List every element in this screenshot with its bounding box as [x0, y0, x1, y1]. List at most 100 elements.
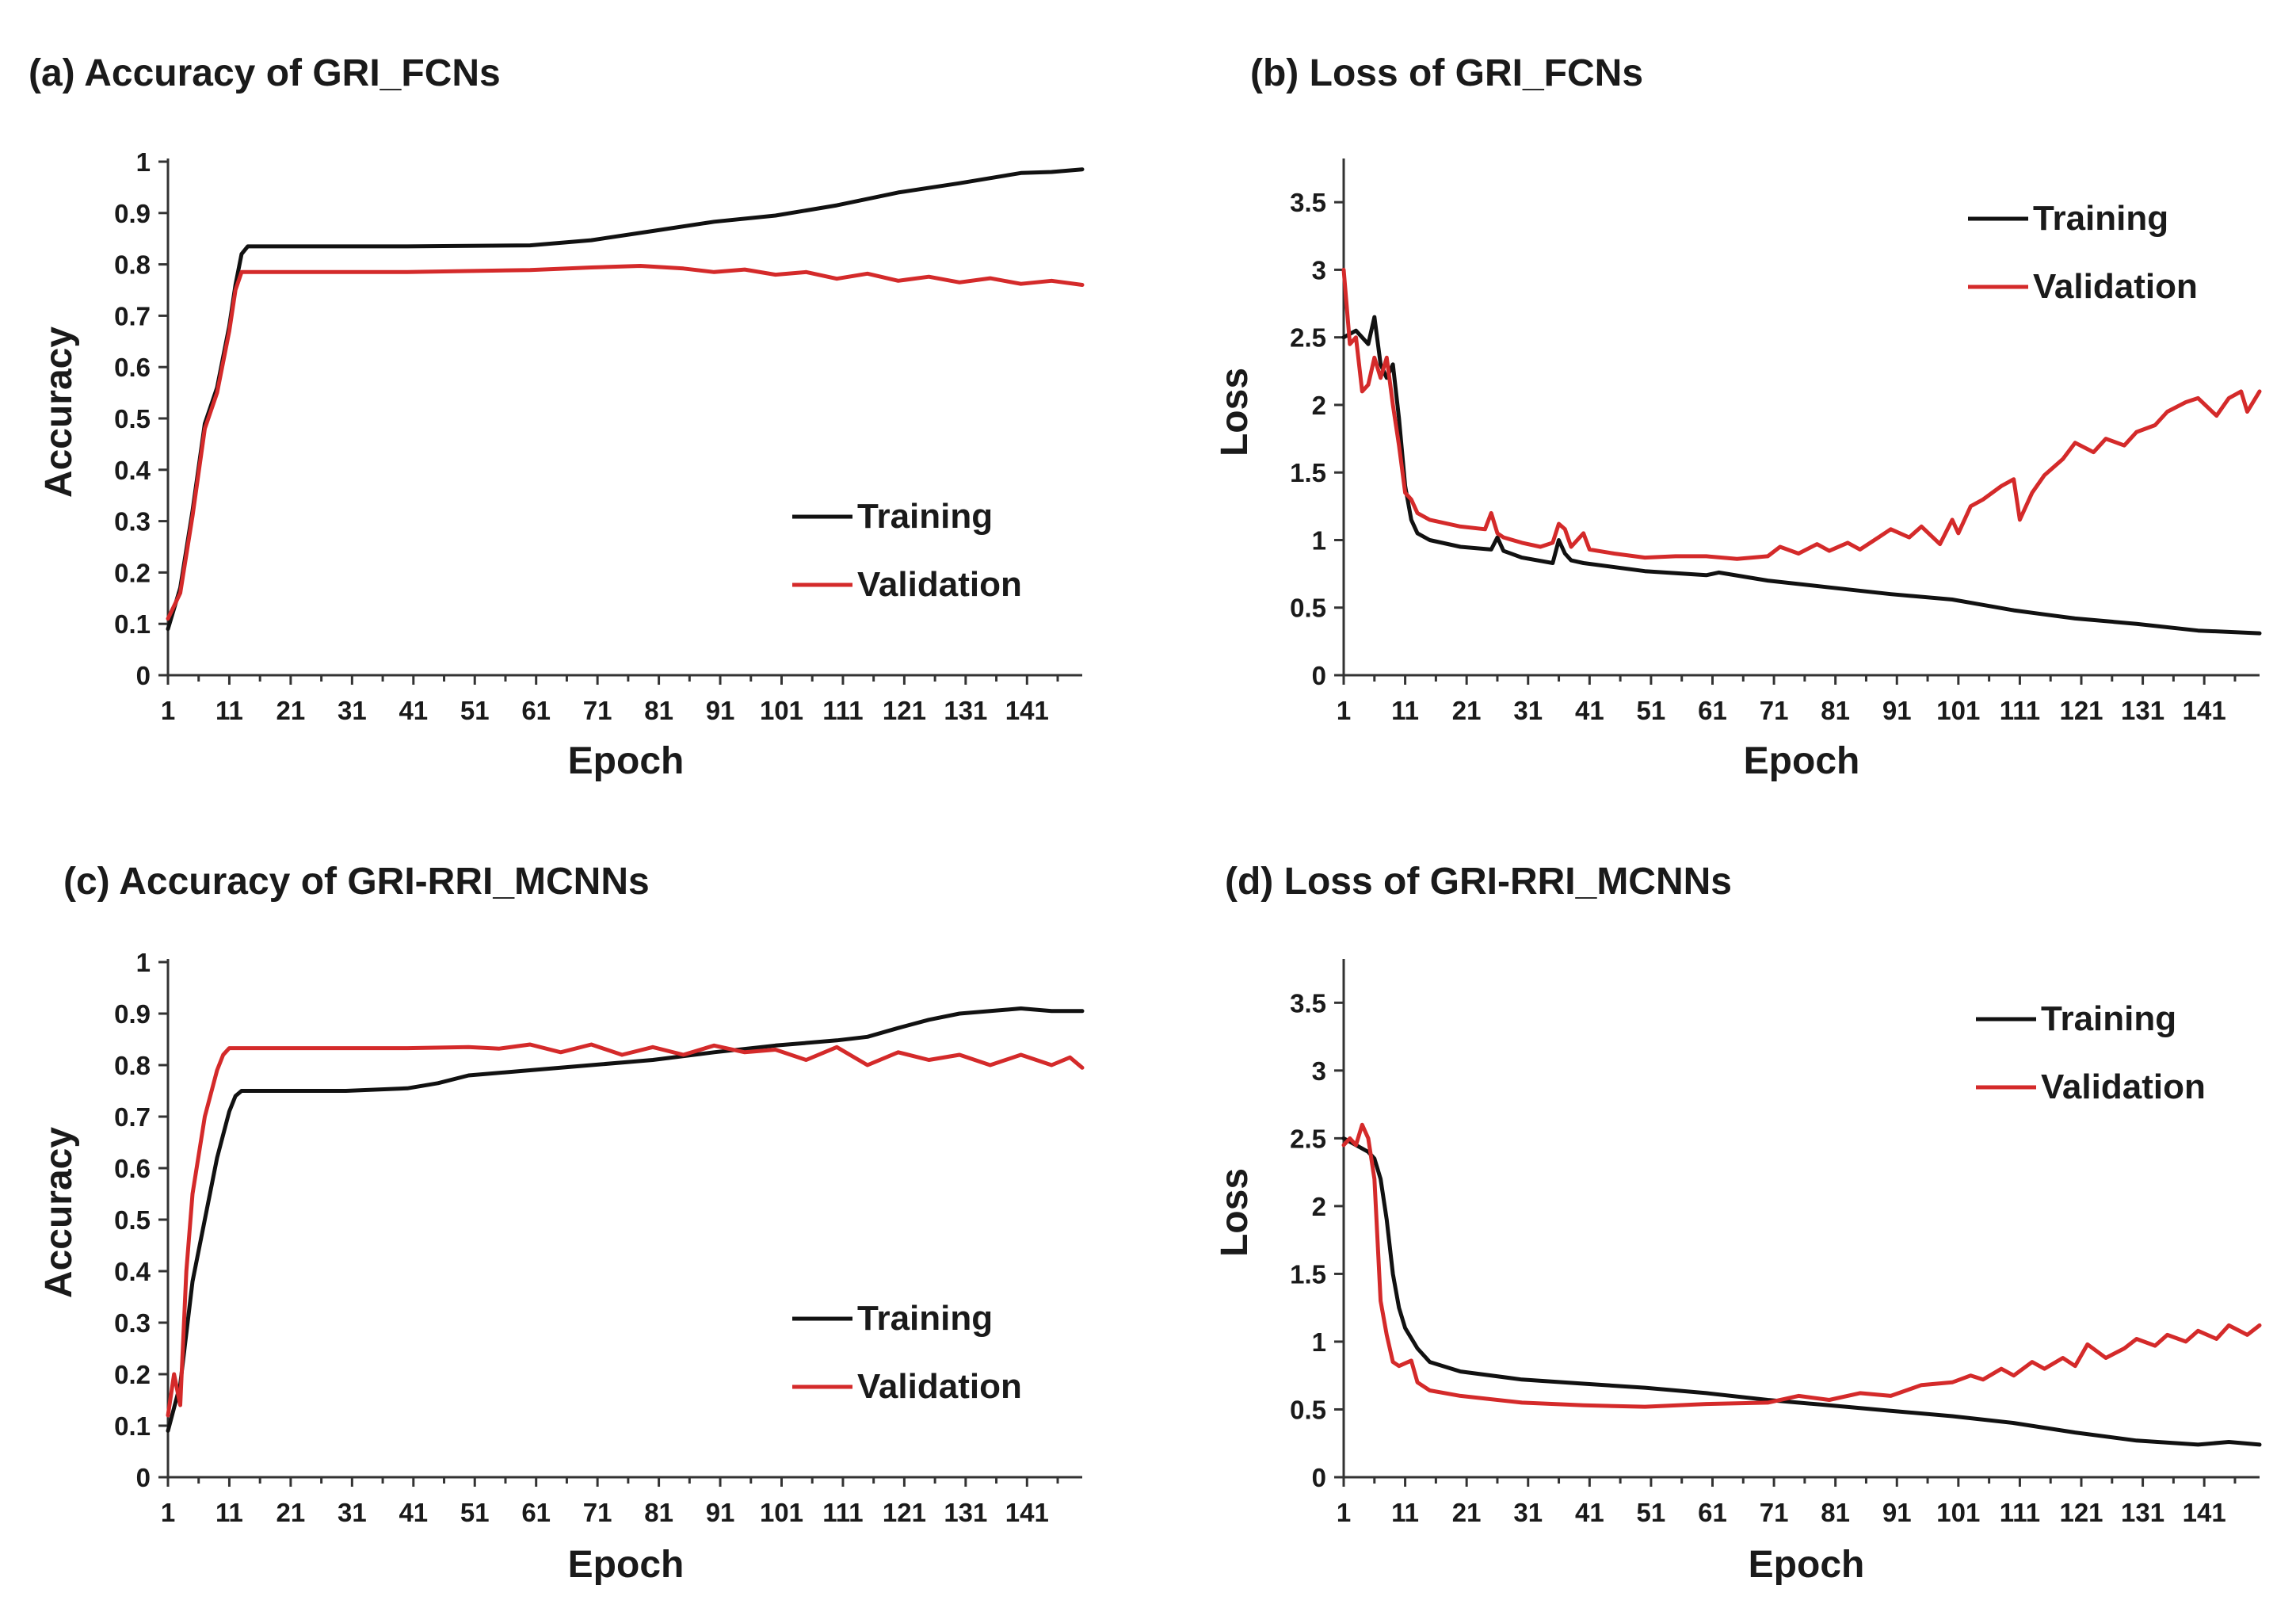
panel-c-xtick-label: 51 [460, 1498, 490, 1527]
panel-b-xtick-label: 81 [1821, 696, 1850, 725]
panel-c-ytick-label: 0.6 [114, 1154, 151, 1183]
panel-a-ytick-label: 0.7 [114, 301, 151, 330]
panel-b-xtick-label: 121 [2059, 696, 2103, 725]
panel-a-ytick-label: 0.5 [114, 404, 151, 433]
panel-c-xtick-label: 61 [521, 1498, 551, 1527]
panel-b-xtick-label: 41 [1575, 696, 1604, 725]
panel-b-xtick-label: 51 [1637, 696, 1666, 725]
panel-b-title: (b) Loss of GRI_FCNs [1250, 52, 1643, 94]
panel-d-legend-validation: Validation [1976, 1067, 2206, 1106]
panel-b-xtick-label: 61 [1698, 696, 1727, 725]
panel-d-ytick-label: 3 [1312, 1056, 1326, 1086]
panel-c-xtick-label: 11 [215, 1498, 243, 1527]
panel-b-ytick-label: 3.5 [1290, 188, 1326, 217]
panel-b-legend-training-label: Training [2033, 199, 2168, 238]
panel-c-xtick-label: 71 [583, 1498, 612, 1527]
panel-d-xtick-label: 101 [1936, 1498, 1980, 1527]
panel-b-plot: 00.511.522.533.51 11 21 31 41 51 61 71 81 91 101 11… [1290, 158, 2262, 725]
panel-d-ytick-label: 0.5 [1290, 1395, 1326, 1424]
panel-c-plot: 00.10.20.30.40.50.60.70.80.911 11 21 31 41 51… [114, 948, 1085, 1527]
panel-c-xtick-label: 81 [644, 1498, 673, 1527]
panel-c-ytick-label: 0.5 [114, 1205, 151, 1235]
panel-d-xtick-label: 41 [1575, 1498, 1604, 1527]
panel-c-legend-training-label: Training [857, 1299, 993, 1338]
panel-a-ytick-label: 0.9 [114, 199, 151, 228]
panel-a-xtick-label: 81 [644, 696, 673, 725]
panel-c-ytick-label: 0.9 [114, 999, 151, 1029]
panel-c-xlabel: Epoch [568, 1544, 685, 1586]
panel-a-legend-validation-label: Validation [857, 565, 1022, 604]
panel-a-ytick-label: 0.2 [114, 558, 151, 587]
panel-d-xtick-label: 71 [1760, 1498, 1789, 1527]
panel-d-xtick-label: 81 [1821, 1498, 1850, 1527]
panel-b-series-training-line [1341, 315, 2262, 636]
panel-b-ytick-label: 1 [1312, 525, 1326, 555]
panel-a-xtick-label: 1 [161, 696, 175, 725]
panel-c-legend-training: Training [792, 1299, 993, 1338]
panel-b-xtick-label: 101 [1936, 696, 1980, 725]
panel-d-series-validation-line [1341, 1122, 2262, 1409]
panel-c-ytick-label: 0.2 [114, 1360, 151, 1389]
panel-d-legend-training-label: Training [2041, 999, 2176, 1038]
panel-c-xtick-label: 131 [944, 1498, 987, 1527]
panel-c-xtick-label: 21 [277, 1498, 306, 1527]
panel-d-ytick-label: 1.5 [1290, 1259, 1326, 1289]
panel-a-plot: 00.10.20.30.40.50.60.70.80.911 11 21 31 41 51… [114, 147, 1085, 725]
panel-b-ytick-label: 2.5 [1290, 323, 1326, 353]
panel-b-legend-validation-label: Validation [2033, 267, 2198, 306]
panel-d-xtick-label: 51 [1637, 1498, 1666, 1527]
panel-a-xtick-label: 121 [883, 696, 926, 725]
panel-b-ytick-label: 0 [1312, 661, 1326, 690]
panel-b-xtick-label: 71 [1760, 696, 1789, 725]
panel-c-ytick-label: 0.7 [114, 1102, 151, 1132]
panel-a-ytick-label: 0.1 [114, 609, 151, 639]
panel-a-xtick-label: 51 [460, 696, 490, 725]
panel-c-ytick-label: 0.3 [114, 1308, 151, 1338]
panel-c-series-training-line [166, 1006, 1085, 1433]
panel-d-ytick-label: 1 [1312, 1327, 1326, 1357]
panel-a-xtick-label: 61 [521, 696, 551, 725]
panel-c-xtick-label: 121 [883, 1498, 926, 1527]
panel-d-xtick-label: 11 [1391, 1498, 1419, 1527]
panel-b-xtick-label: 131 [2121, 696, 2164, 725]
panel-b-ytick-label: 3 [1312, 255, 1326, 285]
panel-a-ytick-label: 0.4 [114, 456, 151, 485]
panel-c: (c) Accuracy of GRI-RRI_MCNNs Accuracy E… [38, 861, 1085, 1586]
panel-c-ytick-label: 0.1 [114, 1411, 151, 1441]
panel-d-xtick-label: 131 [2121, 1498, 2164, 1527]
panel-c-series-validation-line [166, 1042, 1085, 1418]
panel-d-xtick-label: 91 [1882, 1498, 1912, 1527]
panel-a-xtick-label: 91 [706, 696, 735, 725]
panel-b-ytick-label: 2 [1312, 391, 1326, 420]
panel-b-ytick-label: 1.5 [1290, 458, 1326, 487]
panel-b-xtick-label: 21 [1452, 696, 1482, 725]
panel-a-xtick-label: 111 [822, 696, 863, 725]
panel-a-ytick-label: 1 [136, 147, 151, 177]
panel-d-legend-validation-label: Validation [2041, 1067, 2206, 1106]
panel-a-xtick-label: 141 [1005, 696, 1049, 725]
panel-d-xlabel: Epoch [1749, 1544, 1865, 1586]
panel-a-legend-training: Training [792, 497, 993, 536]
panel-d-xtick-label: 31 [1513, 1498, 1543, 1527]
panel-c-ytick-label: 0.8 [114, 1051, 151, 1080]
panel-d-legend-training: Training [1976, 999, 2176, 1038]
panel-c-ylabel: Accuracy [38, 1127, 80, 1298]
panel-d-xtick-label: 141 [2183, 1498, 2226, 1527]
panel-c-legend-validation-label: Validation [857, 1367, 1022, 1406]
panel-d-ytick-label: 0 [1312, 1463, 1326, 1492]
panel-a-xtick-label: 71 [583, 696, 612, 725]
panel-c-xtick-label: 111 [822, 1498, 863, 1527]
panel-c-xtick-label: 1 [161, 1498, 175, 1527]
panel-a-ytick-label: 0.3 [114, 507, 151, 537]
panel-a-legend-validation: Validation [792, 565, 1022, 604]
panel-d-ytick-label: 3.5 [1290, 988, 1326, 1018]
panel-b-xlabel: Epoch [1744, 740, 1860, 782]
panel-d-title: (d) Loss of GRI-RRI_MCNNs [1225, 861, 1732, 903]
panel-d-xtick-label: 1 [1337, 1498, 1351, 1527]
panel-b-legend-training: Training [1968, 199, 2168, 238]
panel-d: (d) Loss of GRI-RRI_MCNNs Loss Epoch Tra… [1214, 861, 2262, 1586]
panel-b-xtick-label: 31 [1513, 696, 1543, 725]
panel-b-legend-validation: Validation [1968, 267, 2198, 306]
panel-a-ytick-label: 0 [136, 661, 151, 690]
